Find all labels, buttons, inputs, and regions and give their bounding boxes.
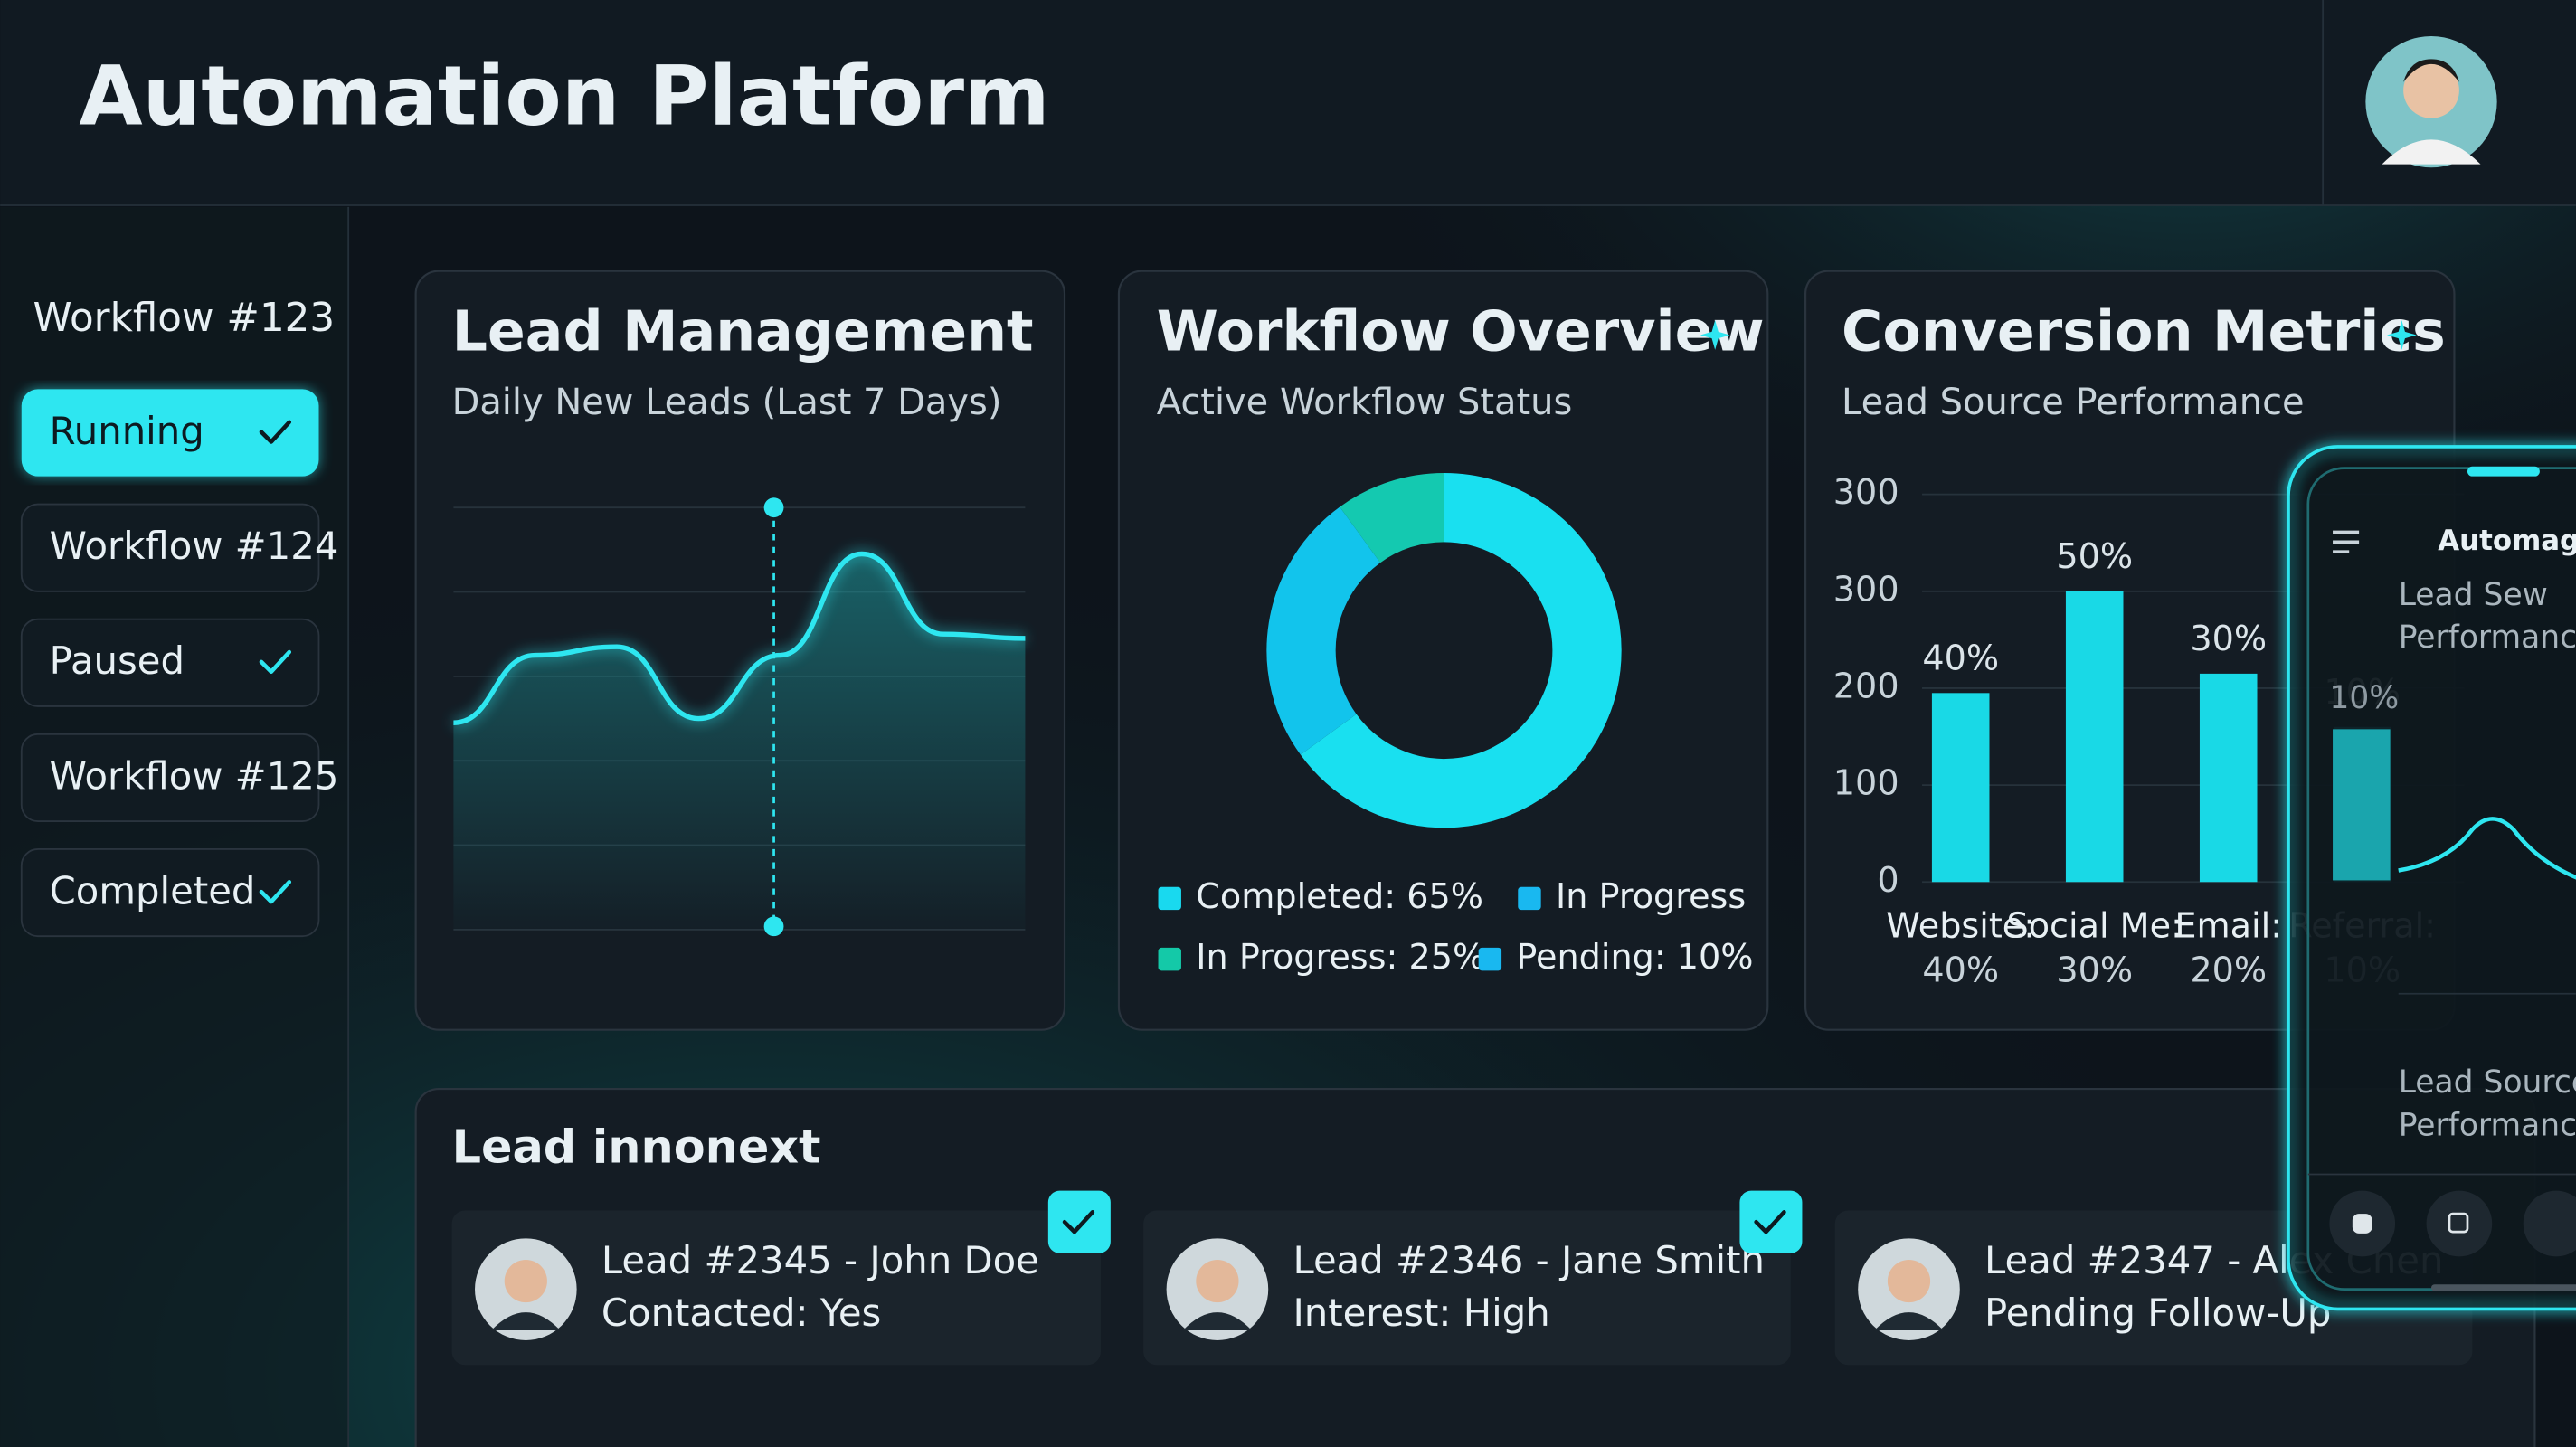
- y-tick-label: 100: [1833, 763, 1899, 803]
- section-title: Lead innonext: [452, 1120, 821, 1173]
- bar-label: 30%: [2190, 619, 2267, 658]
- sidebar-item[interactable]: Paused: [20, 618, 320, 707]
- y-tick-label: 300: [1833, 472, 1899, 512]
- legend-swatch: [1518, 886, 1541, 911]
- sidebar-item[interactable]: Running: [21, 389, 319, 477]
- item-label: Completed: [50, 868, 256, 913]
- bar-label: 50%: [2056, 536, 2133, 576]
- phone-text: Lead Sew: [2399, 577, 2548, 613]
- x-tick-label: Social Me:: [2007, 906, 2183, 946]
- check-icon: [259, 649, 292, 675]
- y-tick-label: 300: [1833, 569, 1899, 609]
- x-tick-label: Email:: [2174, 906, 2282, 946]
- card-title: Lead Management: [452, 299, 1034, 364]
- item-label: Paused: [50, 638, 185, 683]
- sparkle: [1700, 320, 1730, 350]
- page-title: Automation Platform: [79, 49, 1049, 144]
- check-icon: [1062, 1210, 1095, 1234]
- lead-card[interactable]: Lead #2346 - Jane Smith Interest: High: [1143, 1190, 1803, 1366]
- legend-label: In Progress: [1556, 876, 1746, 916]
- lead-card[interactable]: Lead #2345 - John Doe Contacted: Yes: [451, 1190, 1111, 1366]
- check-icon: [1754, 1210, 1786, 1234]
- phone-title: Automage: [2438, 525, 2576, 557]
- card-subtitle: Active Workflow Status: [1157, 382, 1573, 423]
- legend-label: In Progress: 25%: [1196, 937, 1485, 977]
- item-label: Workflow #124: [50, 524, 339, 568]
- donut-segment: [1340, 473, 1445, 563]
- lead-bg: [451, 1210, 1101, 1366]
- lead-status: Interest: High: [1293, 1291, 1549, 1335]
- card: [1117, 270, 1769, 1031]
- x-tick-label: Website:: [1886, 906, 2035, 946]
- bar: [2065, 591, 2124, 883]
- bar: [2199, 673, 2258, 883]
- card-subtitle: Lead Source Performance: [1842, 382, 2305, 423]
- legend-label: Completed: 65%: [1196, 876, 1483, 916]
- phone-bar: [2333, 729, 2391, 881]
- avatar-body: [1182, 1312, 1253, 1331]
- avatar-face: [504, 1259, 547, 1303]
- sidebar-item[interactable]: Workflow #124: [20, 503, 339, 592]
- sidebar-item[interactable]: Completed: [20, 848, 320, 938]
- phone-value: 10%: [2329, 680, 2399, 716]
- phone-text: Lead Source: [2399, 1064, 2576, 1101]
- sparkle: [2386, 320, 2417, 350]
- item-bg: [20, 503, 320, 592]
- item-bg: [21, 389, 319, 477]
- check-icon: [259, 420, 292, 444]
- item-bg: [20, 733, 320, 822]
- phone: Automage Lead Sew Performance 10% Lead S…: [2286, 444, 2576, 1312]
- lead-name: Lead #2345 - John Doe: [601, 1238, 1039, 1282]
- header: [0, 0, 2576, 206]
- cursor-dot: [763, 497, 784, 518]
- avatar-face: [1887, 1259, 1931, 1303]
- avatar-body: [1874, 1312, 1944, 1331]
- item-label: Running: [50, 409, 204, 453]
- card-subtitle: Daily New Leads (Last 7 Days): [452, 382, 1002, 423]
- line: [453, 551, 1026, 725]
- lead-status: Contacted: Yes: [601, 1291, 881, 1335]
- donut-segment: [1300, 473, 1622, 828]
- card-title: Workflow Overview: [1157, 299, 1765, 364]
- donut-segment: [1266, 506, 1381, 755]
- x-tick-value: 30%: [2056, 950, 2133, 990]
- lead-bg: [1143, 1210, 1791, 1366]
- legend-label: Pending: 10%: [1516, 937, 1753, 977]
- item-label: Workflow #125: [50, 753, 339, 798]
- x-tick-value: 40%: [1922, 950, 1999, 990]
- legend-swatch: [1478, 947, 1502, 971]
- bar-label: 40%: [1922, 638, 1999, 677]
- sidebar-heading: Workflow #123: [33, 296, 335, 341]
- x-tick-value: 20%: [2190, 950, 2267, 990]
- cursor-dot: [763, 916, 784, 937]
- check-icon: [259, 879, 292, 904]
- bar: [1931, 693, 1990, 883]
- item-bg: [20, 848, 320, 938]
- lead-name: Lead #2346 - Jane Smith: [1293, 1238, 1765, 1282]
- check-box: [1047, 1190, 1111, 1253]
- legend-swatch: [1158, 947, 1181, 971]
- avatar-body: [491, 1312, 561, 1331]
- sidebar-item[interactable]: Workflow #125: [20, 733, 339, 822]
- avatar[interactable]: [2365, 35, 2497, 168]
- phone-text: Performance: [2399, 619, 2576, 656]
- phone-text: Performance: [2399, 1107, 2576, 1143]
- legend-swatch: [1158, 886, 1181, 911]
- y-tick-label: 200: [1833, 666, 1899, 705]
- check-box: [1739, 1190, 1803, 1253]
- y-tick-label: 0: [1877, 860, 1899, 900]
- item-bg: [20, 618, 320, 707]
- lead-status: Pending Follow-Up: [1984, 1291, 2331, 1335]
- avatar-face: [1196, 1259, 1239, 1303]
- card-title: Conversion Metrics: [1842, 299, 2446, 364]
